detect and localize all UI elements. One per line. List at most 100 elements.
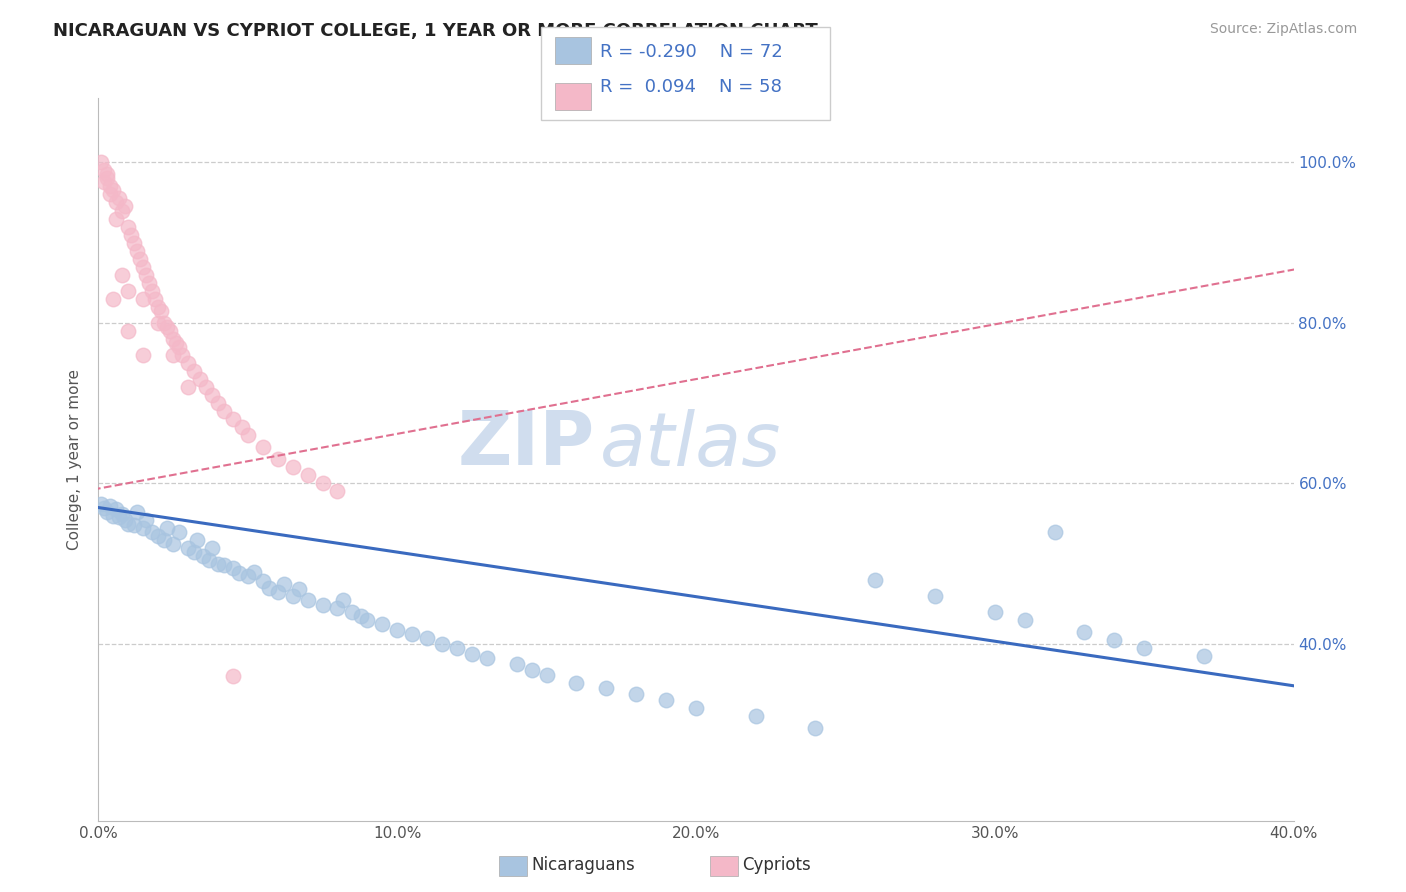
Y-axis label: College, 1 year or more: College, 1 year or more <box>67 369 83 549</box>
Point <box>93 500 115 515</box>
Point <box>506 657 529 672</box>
Text: atlas: atlas <box>600 409 782 481</box>
Text: Nicaraguans: Nicaraguans <box>531 856 636 874</box>
Point <box>520 663 543 677</box>
Point <box>148 528 170 542</box>
Point <box>655 693 678 707</box>
Point <box>183 364 205 378</box>
Point <box>350 609 373 624</box>
Point <box>385 623 409 637</box>
Point <box>177 541 200 555</box>
Point <box>150 304 173 318</box>
Point <box>201 388 224 402</box>
Point <box>212 558 235 573</box>
Point <box>1192 649 1215 664</box>
Point <box>236 569 259 583</box>
Point <box>141 524 163 539</box>
Point <box>129 252 152 266</box>
Point <box>222 669 245 683</box>
Point <box>267 585 290 599</box>
Text: Cypriots: Cypriots <box>742 856 811 874</box>
Point <box>281 460 304 475</box>
Point <box>267 452 290 467</box>
Point <box>93 176 115 190</box>
Point <box>120 227 142 242</box>
Point <box>167 340 190 354</box>
Point <box>124 235 146 250</box>
Point <box>132 292 155 306</box>
Point <box>114 200 136 214</box>
Point <box>626 687 648 701</box>
Point <box>127 505 149 519</box>
Point <box>401 627 423 641</box>
Point <box>416 631 439 645</box>
Text: Source: ZipAtlas.com: Source: ZipAtlas.com <box>1209 22 1357 37</box>
Point <box>1043 524 1066 539</box>
Point <box>311 476 333 491</box>
Point <box>177 356 200 370</box>
Point <box>565 675 588 690</box>
Point <box>96 171 118 186</box>
Text: R = -0.290    N = 72: R = -0.290 N = 72 <box>600 43 783 61</box>
Point <box>281 589 304 603</box>
Point <box>111 507 134 521</box>
Point <box>371 617 394 632</box>
Point <box>252 441 274 455</box>
Point <box>153 316 176 330</box>
Point <box>201 541 224 555</box>
Point <box>96 505 118 519</box>
Point <box>356 613 378 627</box>
Point <box>475 651 498 665</box>
Point <box>177 380 200 394</box>
Point <box>167 524 190 539</box>
Point <box>804 721 827 735</box>
Point <box>207 557 229 571</box>
Point <box>195 380 218 394</box>
Point <box>745 709 768 723</box>
Point <box>252 574 274 589</box>
Point <box>172 348 194 362</box>
Point <box>114 512 136 526</box>
Point <box>105 195 128 210</box>
Point <box>924 589 946 603</box>
Point <box>148 316 170 330</box>
Point <box>132 521 155 535</box>
Text: NICARAGUAN VS CYPRIOT COLLEGE, 1 YEAR OR MORE CORRELATION CHART: NICARAGUAN VS CYPRIOT COLLEGE, 1 YEAR OR… <box>53 22 818 40</box>
Point <box>162 332 184 346</box>
Point <box>188 372 211 386</box>
Point <box>108 510 131 524</box>
Point <box>191 549 214 563</box>
Point <box>273 577 295 591</box>
Point <box>135 512 157 526</box>
Point <box>96 168 118 182</box>
Point <box>127 244 149 258</box>
Point <box>461 647 484 661</box>
Point <box>1133 641 1156 656</box>
Text: R =  0.094    N = 58: R = 0.094 N = 58 <box>600 78 782 96</box>
Point <box>162 537 184 551</box>
Point <box>1073 625 1095 640</box>
Point <box>1104 633 1126 648</box>
Point <box>311 599 333 613</box>
Point <box>93 163 115 178</box>
Point <box>103 184 125 198</box>
Point <box>111 268 134 282</box>
Point <box>186 533 208 547</box>
Text: ZIP: ZIP <box>457 409 595 482</box>
Point <box>98 499 122 513</box>
Point <box>108 192 131 206</box>
Point <box>207 396 229 410</box>
Point <box>156 521 179 535</box>
Point <box>243 565 266 579</box>
Point <box>446 641 468 656</box>
Point <box>326 601 349 615</box>
Point <box>297 468 319 483</box>
Point <box>148 300 170 314</box>
Point <box>105 502 128 516</box>
Point <box>153 533 176 547</box>
Point <box>685 701 707 715</box>
Point <box>124 518 146 533</box>
Point <box>183 544 205 558</box>
Point <box>287 582 309 597</box>
Point <box>98 179 122 194</box>
